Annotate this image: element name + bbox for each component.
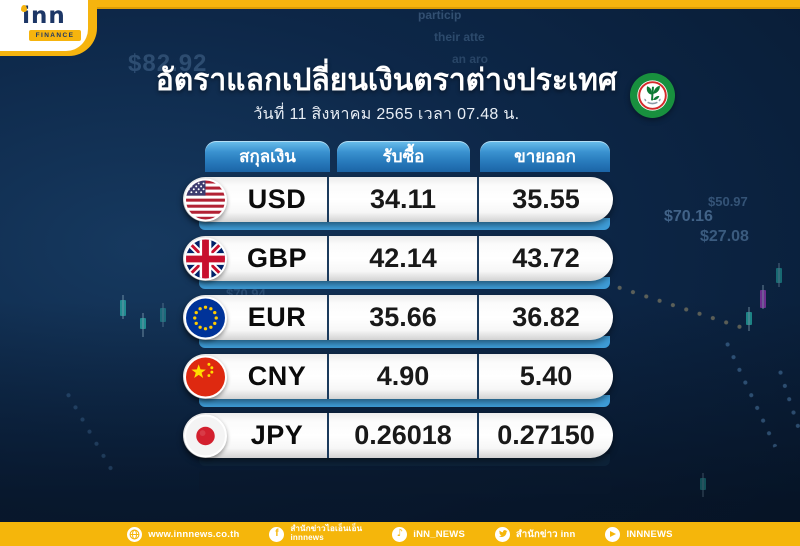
twitter-icon xyxy=(495,526,511,542)
globe-icon xyxy=(127,526,143,542)
bg-candlestick xyxy=(776,263,782,287)
bg-candlestick xyxy=(160,303,166,327)
footer-social-bar: www.innnews.co.th f สำนักข่าวไอเอ็นเอ็น … xyxy=(0,522,800,546)
currency-code: GBP xyxy=(246,243,307,273)
sell-rate: 5.40 xyxy=(477,354,613,399)
col-header-currency: สกุลเงิน xyxy=(205,141,330,172)
footer-tiktok-link[interactable]: ♪ iNN_NEWS xyxy=(392,526,466,542)
kasikornbank-logo-icon xyxy=(629,72,676,118)
footer-youtube-link[interactable]: INNNEWS xyxy=(605,526,673,542)
sell-rate: 0.27150 xyxy=(477,413,613,458)
inn-logo-letters: inn xyxy=(22,3,66,29)
title-block: อัตราแลกเปลี่ยนเงินตราต่างประเทศ วันที่ … xyxy=(156,64,617,127)
tiktok-icon: ♪ xyxy=(392,526,408,542)
cn-flag-icon xyxy=(184,355,227,398)
footer-tiktok-label: iNN_NEWS xyxy=(413,528,466,540)
sell-rate: 35.55 xyxy=(477,177,613,222)
bg-dotted-line xyxy=(775,365,800,500)
footer-facebook-label-line2: innnews xyxy=(290,533,324,542)
footer-twitter-label: สำนักข่าว inn xyxy=(516,528,576,540)
eu-flag-icon xyxy=(184,296,227,339)
header: อัตราแลกเปลี่ยนเงินตราต่างประเทศ วันที่ … xyxy=(0,64,676,127)
table-row-eur: EUR 35.66 36.82 xyxy=(183,295,613,348)
currency-code: JPY xyxy=(250,420,304,450)
footer-facebook-link[interactable]: f สำนักข่าวไอเอ็นเอ็น innnews xyxy=(269,524,363,543)
bg-ticker-text: $27.08 xyxy=(700,228,749,245)
bg-dotted-line xyxy=(598,278,744,331)
footer-website-link[interactable]: www.innnews.co.th xyxy=(127,526,240,542)
bg-candlestick xyxy=(140,313,146,337)
bg-ticker-text: their atte xyxy=(434,30,485,44)
bg-ticker-text: $50.97 xyxy=(708,194,748,209)
jp-flag-icon xyxy=(184,414,227,457)
col-header-buy: รับซื้อ xyxy=(337,141,470,172)
currency-code: CNY xyxy=(247,361,307,391)
page-title: อัตราแลกเปลี่ยนเงินตราต่างประเทศ xyxy=(155,64,617,97)
footer-facebook-label: สำนักข่าวไอเอ็นเอ็น innnews xyxy=(290,524,363,543)
inn-logo-flame-dot xyxy=(21,5,28,12)
facebook-icon: f xyxy=(269,526,285,542)
table-header-row: สกุลเงิน รับซื้อ ขายออก xyxy=(183,141,613,172)
us-flag-icon xyxy=(184,178,227,221)
inn-logo: inn FINANCE xyxy=(0,0,88,51)
top-accent-bar xyxy=(0,0,800,9)
bg-ticker-text: particip xyxy=(418,8,462,22)
bg-dotted-line xyxy=(62,387,118,478)
bg-dotted-line xyxy=(722,337,778,448)
bg-candlestick xyxy=(700,473,706,497)
sell-rate: 36.82 xyxy=(477,295,613,340)
exchange-rate-table: สกุลเงิน รับซื้อ ขายออก USD 34.11 35.55 xyxy=(183,141,613,494)
footer-website-label: www.innnews.co.th xyxy=(148,528,240,540)
bg-candlestick xyxy=(760,285,766,309)
uk-flag-icon xyxy=(184,237,227,280)
table-row-cny: CNY 4.90 5.40 xyxy=(183,354,613,407)
bg-candlestick xyxy=(746,307,752,331)
finance-badge: FINANCE xyxy=(29,30,81,41)
buy-rate: 34.11 xyxy=(327,177,477,222)
table-row-gbp: GBP 42.14 43.72 xyxy=(183,236,613,289)
footer-youtube-label: INNNEWS xyxy=(626,528,673,540)
youtube-icon xyxy=(605,526,621,542)
bg-candlestick xyxy=(120,295,126,319)
currency-code: USD xyxy=(247,184,307,214)
table-row-jpy: JPY 0.26018 0.27150 xyxy=(183,413,613,466)
sell-rate: 43.72 xyxy=(477,236,613,281)
buy-rate: 35.66 xyxy=(327,295,477,340)
table-shadow-band xyxy=(199,470,611,494)
date-line: วันที่ 11 สิงหาคม 2565 เวลา 07.48 น. xyxy=(253,105,520,123)
table-row-usd: USD 34.11 35.55 xyxy=(183,177,613,230)
inn-logo-text: inn xyxy=(21,3,66,29)
footer-facebook-label-line1: สำนักข่าวไอเอ็นเอ็น xyxy=(290,524,363,534)
buy-rate: 0.26018 xyxy=(327,413,477,458)
col-header-sell: ขายออก xyxy=(480,141,610,172)
currency-code: EUR xyxy=(247,302,307,332)
footer-twitter-link[interactable]: สำนักข่าว inn xyxy=(495,526,576,542)
buy-rate: 4.90 xyxy=(327,354,477,399)
buy-rate: 42.14 xyxy=(327,236,477,281)
bg-ticker-text: $70.16 xyxy=(664,208,713,225)
